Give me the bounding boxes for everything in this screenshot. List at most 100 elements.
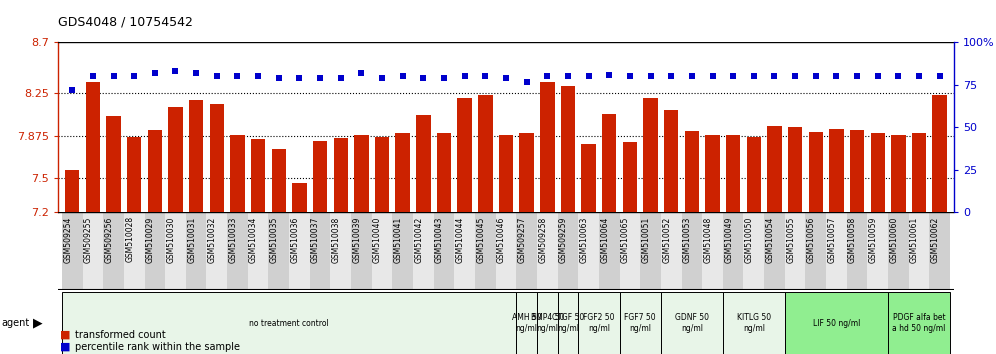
Point xyxy=(271,75,287,81)
Text: GSM510043: GSM510043 xyxy=(435,216,444,263)
Bar xyxy=(537,212,558,290)
Point xyxy=(477,74,493,79)
Text: GSM510044: GSM510044 xyxy=(455,216,465,263)
Bar xyxy=(147,130,162,212)
Bar xyxy=(499,135,513,212)
Point xyxy=(663,74,679,79)
Point xyxy=(333,75,349,81)
Point xyxy=(746,74,762,79)
Text: GSM510060: GSM510060 xyxy=(889,216,898,263)
Text: GSM510049: GSM510049 xyxy=(724,216,733,263)
Bar xyxy=(888,212,908,290)
Bar xyxy=(331,212,351,290)
Point xyxy=(188,70,204,76)
Bar xyxy=(437,133,451,212)
Bar xyxy=(643,98,657,212)
Point xyxy=(787,74,803,79)
Bar xyxy=(478,95,493,212)
Point xyxy=(209,74,225,79)
Text: GDS4048 / 10754542: GDS4048 / 10754542 xyxy=(58,15,192,28)
Text: GSM510054: GSM510054 xyxy=(766,216,775,263)
Point xyxy=(436,75,452,81)
Point xyxy=(870,74,885,79)
Bar xyxy=(86,82,101,212)
Bar xyxy=(561,86,575,212)
Text: ■: ■ xyxy=(60,330,71,339)
Bar xyxy=(168,107,182,212)
Text: ■: ■ xyxy=(60,342,71,352)
Point xyxy=(65,87,81,93)
Text: GSM509257: GSM509257 xyxy=(518,216,527,263)
Bar xyxy=(911,133,926,212)
Point xyxy=(725,74,741,79)
Bar xyxy=(269,212,289,290)
Bar xyxy=(785,292,888,354)
Point xyxy=(229,74,245,79)
Point xyxy=(126,74,142,79)
Bar xyxy=(847,212,868,290)
Point xyxy=(85,74,101,79)
Bar xyxy=(124,212,144,290)
Text: GSM510030: GSM510030 xyxy=(166,216,175,263)
Text: GSM509259: GSM509259 xyxy=(559,216,568,263)
Text: GSM510040: GSM510040 xyxy=(374,216,382,263)
Bar xyxy=(165,212,186,290)
Bar xyxy=(144,212,165,290)
Text: GSM510062: GSM510062 xyxy=(930,216,939,263)
Bar xyxy=(868,212,888,290)
Bar xyxy=(62,292,516,354)
Bar xyxy=(622,142,637,212)
Bar xyxy=(620,292,661,354)
Text: GSM509255: GSM509255 xyxy=(84,216,93,263)
Bar xyxy=(519,133,534,212)
Bar xyxy=(334,138,348,212)
Text: BMP4 50
ng/ml: BMP4 50 ng/ml xyxy=(531,313,564,333)
Point xyxy=(602,72,618,78)
Bar xyxy=(723,212,743,290)
Text: PDGF alfa bet
a hd 50 ng/ml: PDGF alfa bet a hd 50 ng/ml xyxy=(892,313,946,333)
Bar xyxy=(392,212,413,290)
Text: GSM510057: GSM510057 xyxy=(828,216,837,263)
Bar xyxy=(516,292,537,354)
Bar xyxy=(374,137,389,212)
Bar xyxy=(292,183,307,212)
Text: GSM510061: GSM510061 xyxy=(910,216,919,263)
Point xyxy=(911,74,927,79)
Bar xyxy=(126,137,141,212)
Point xyxy=(622,74,637,79)
Bar xyxy=(826,212,847,290)
Point xyxy=(519,79,535,84)
Bar xyxy=(871,133,885,212)
Bar xyxy=(454,212,475,290)
Bar xyxy=(664,110,678,212)
Text: GSM510045: GSM510045 xyxy=(476,216,485,263)
Point xyxy=(684,74,700,79)
Text: transformed count: transformed count xyxy=(75,330,165,339)
Bar xyxy=(579,212,599,290)
Point xyxy=(415,75,431,81)
Bar xyxy=(289,212,310,290)
Bar xyxy=(272,149,286,212)
Text: FGF2 50
ng/ml: FGF2 50 ng/ml xyxy=(584,313,615,333)
Text: GSM510034: GSM510034 xyxy=(249,216,258,263)
Point xyxy=(394,74,410,79)
Bar xyxy=(186,212,206,290)
Bar xyxy=(932,95,947,212)
Bar xyxy=(496,212,516,290)
Point xyxy=(890,74,906,79)
Text: GSM510052: GSM510052 xyxy=(662,216,671,263)
Bar xyxy=(395,133,410,212)
Bar xyxy=(743,212,764,290)
Text: GSM510041: GSM510041 xyxy=(393,216,402,263)
Bar xyxy=(516,212,537,290)
Text: GSM509254: GSM509254 xyxy=(63,216,73,263)
Point xyxy=(146,70,162,76)
Bar xyxy=(189,100,203,212)
Text: GSM510050: GSM510050 xyxy=(745,216,754,263)
Bar xyxy=(558,292,579,354)
Bar xyxy=(313,141,328,212)
Bar xyxy=(850,130,865,212)
Bar xyxy=(830,129,844,212)
Text: GSM510051: GSM510051 xyxy=(641,216,650,263)
Text: no treatment control: no treatment control xyxy=(249,319,329,327)
